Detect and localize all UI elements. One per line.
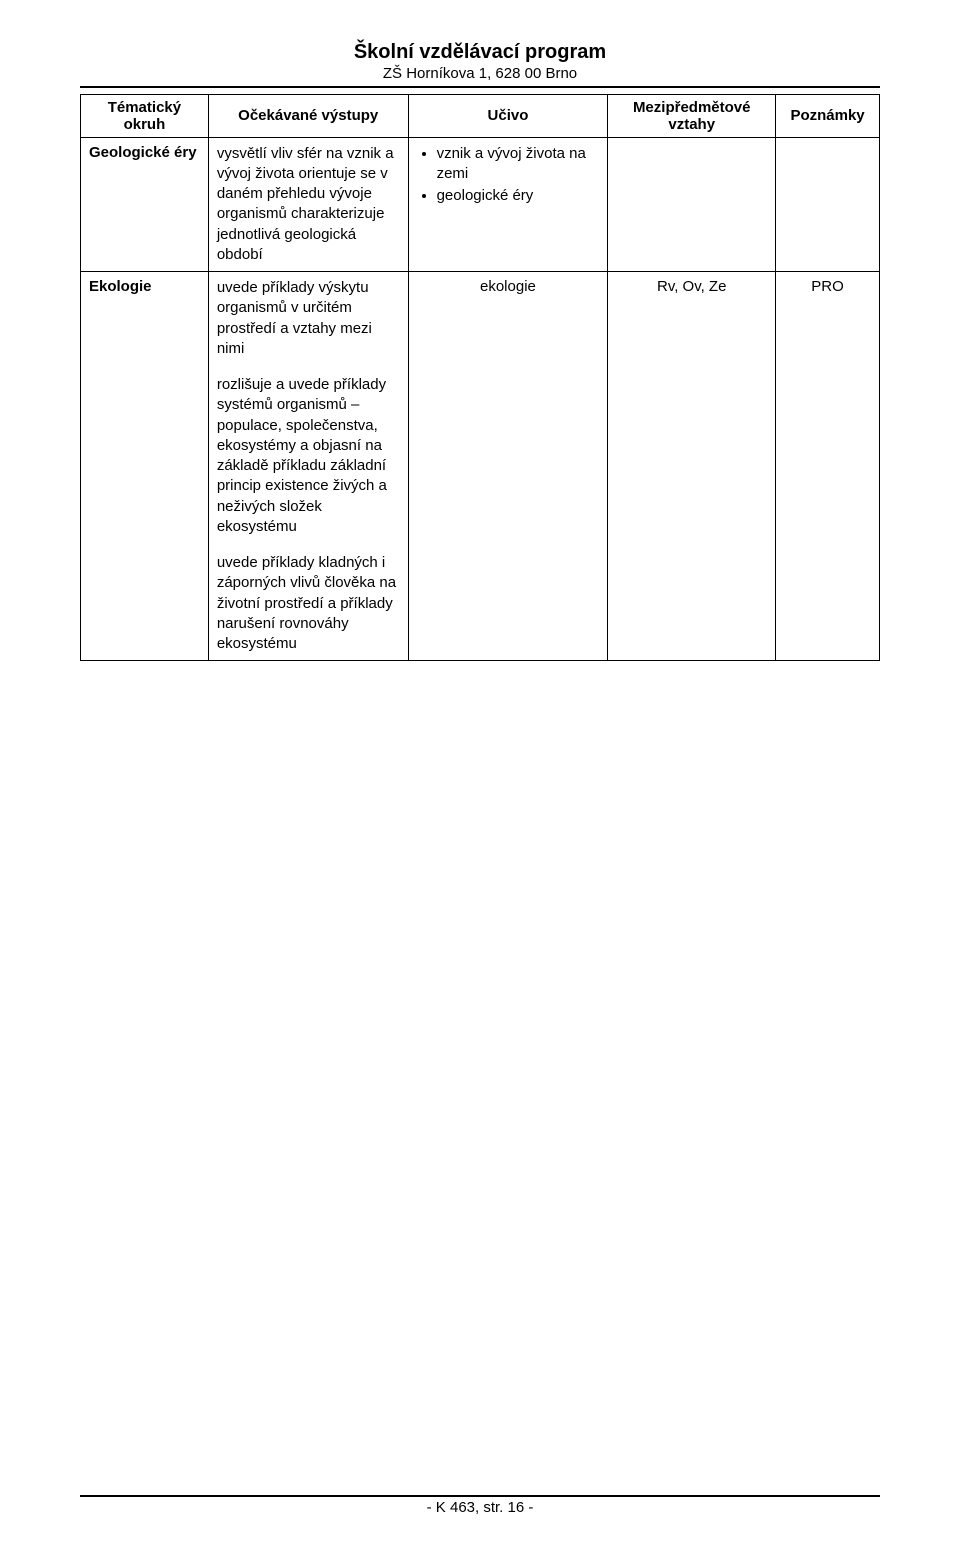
outcomes-p3: uvede příklady kladných i záporných vliv… — [217, 553, 400, 654]
table-row: Geologické éry vysvětlí vliv sfér na vzn… — [81, 137, 880, 272]
notes-cell: PRO — [776, 272, 880, 661]
list-item: geologické éry — [437, 186, 600, 206]
ucivo-list: vznik a vývoj života na zemi geologické … — [427, 144, 600, 207]
outcomes-cell: uvede příklady výskytu organismů v určit… — [208, 272, 408, 661]
outcomes-cell: vysvětlí vliv sfér na vznik a vývoj živo… — [208, 137, 408, 272]
notes-cell — [776, 137, 880, 272]
cross-cell — [608, 137, 776, 272]
col-header-cross: Mezipředmětové vztahy — [608, 94, 776, 137]
outcomes-p2: rozlišuje a uvede příklady systémů organ… — [217, 375, 400, 537]
ucivo-cell: vznik a vývoj života na zemi geologické … — [408, 137, 608, 272]
ucivo-cell: ekologie — [408, 272, 608, 661]
curriculum-table: Tématický okruh Očekávané výstupy Učivo … — [80, 94, 880, 662]
table-head: Tématický okruh Očekávané výstupy Učivo … — [81, 94, 880, 137]
list-item: vznik a vývoj života na zemi — [437, 144, 600, 185]
page-header: Školní vzdělávací program ZŠ Horníkova 1… — [80, 40, 880, 88]
col-header-ucivo: Učivo — [408, 94, 608, 137]
cross-cell: Rv, Ov, Ze — [608, 272, 776, 661]
table-row: Ekologie uvede příklady výskytu organism… — [81, 272, 880, 661]
col-header-topic: Tématický okruh — [81, 94, 209, 137]
table-header-row: Tématický okruh Očekávané výstupy Učivo … — [81, 94, 880, 137]
page: Školní vzdělávací program ZŠ Horníkova 1… — [0, 0, 960, 1544]
header-title: Školní vzdělávací program — [80, 40, 880, 64]
outcomes-p1: uvede příklady výskytu organismů v určit… — [217, 278, 400, 359]
col-header-notes: Poznámky — [776, 94, 880, 137]
topic-cell: Ekologie — [81, 272, 209, 661]
page-footer: - K 463, str. 16 - — [80, 1495, 880, 1516]
outcomes-text: vysvětlí vliv sfér na vznik a vývoj živo… — [217, 144, 400, 266]
topic-cell: Geologické éry — [81, 137, 209, 272]
col-header-outcomes: Očekávané výstupy — [208, 94, 408, 137]
header-subtitle: ZŠ Horníkova 1, 628 00 Brno — [80, 64, 880, 88]
